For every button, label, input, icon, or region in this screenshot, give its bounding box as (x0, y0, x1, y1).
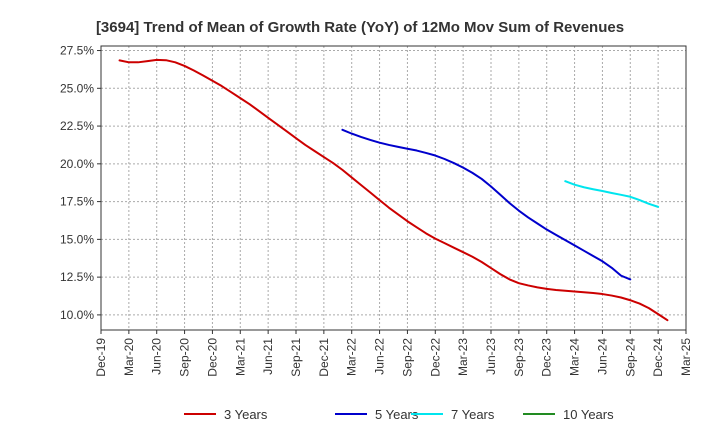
x-tick-label: Dec-21 (317, 338, 331, 377)
y-tick-label: 17.5% (60, 195, 94, 209)
series-line-7-years (564, 180, 660, 208)
x-tick-label: Jun-22 (373, 338, 387, 375)
x-tick-label: Jun-21 (261, 338, 275, 375)
x-tick-label: Mar-25 (679, 338, 693, 376)
series-layer (118, 58, 669, 322)
plot-frame (100, 45, 687, 331)
x-tick-label: Sep-24 (623, 338, 637, 377)
legend-label: 5 Years (375, 407, 419, 422)
y-tick-label: 15.0% (60, 232, 94, 246)
y-tick-label: 10.0% (60, 308, 94, 322)
x-tick-label: Mar-21 (233, 338, 247, 376)
x-tick-label: Mar-22 (345, 338, 359, 376)
x-tick-label: Jun-20 (150, 338, 164, 375)
x-tick-label: Sep-20 (178, 338, 192, 377)
x-tick-label: Dec-22 (428, 338, 442, 377)
x-tick-label: Mar-20 (122, 338, 136, 376)
x-tick-label: Jun-23 (484, 338, 498, 375)
chart-title: [3694] Trend of Mean of Growth Rate (YoY… (96, 19, 624, 36)
series-line-3-years (118, 58, 669, 322)
y-tick-label: 20.0% (60, 157, 94, 171)
x-tick-label: Dec-20 (205, 338, 219, 377)
legend: 3 Years 5 Years 7 Years 10 Years (184, 407, 614, 422)
x-tick-label: Sep-22 (400, 338, 414, 377)
x-tick-label: Mar-24 (568, 338, 582, 376)
legend-label: 3 Years (224, 407, 268, 422)
y-tick-label: 22.5% (60, 119, 94, 133)
x-axis-ticks: Dec-19 Mar-20 Jun-20 Sep-20 Dec-20 Mar-21 Jun-… (94, 330, 693, 377)
y-tick-label: 25.0% (60, 81, 94, 95)
y-tick-label: 12.5% (60, 270, 94, 284)
legend-label: 10 Years (563, 407, 614, 422)
grid (101, 46, 686, 330)
x-tick-label: Sep-23 (512, 338, 526, 377)
x-tick-label: Sep-21 (289, 338, 303, 377)
x-tick-label: Dec-24 (651, 338, 665, 377)
legend-label: 7 Years (451, 407, 495, 422)
y-axis-ticks: 10.0% 12.5% 15.0% 17.5% 20.0% 22.5% 25.0% 27.5% (60, 44, 101, 322)
x-tick-label: Dec-19 (94, 338, 108, 377)
x-tick-label: Jun-24 (595, 338, 609, 375)
x-tick-label: Mar-23 (456, 338, 470, 376)
series-line-5-years (341, 128, 632, 281)
y-tick-label: 27.5% (60, 44, 94, 58)
x-tick-label: Dec-23 (540, 338, 554, 377)
